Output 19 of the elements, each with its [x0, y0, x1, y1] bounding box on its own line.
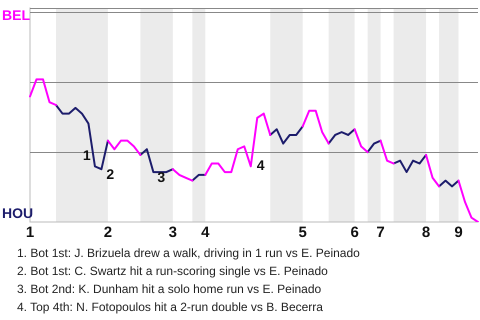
text: 2. Bot 1st: C. Swartz hit a run-scoring single vs E. Peinado — [17, 263, 329, 280]
x-tick-label: 9 — [454, 224, 463, 242]
x-tick-label: 2 — [104, 224, 112, 242]
x-tick-label: 6 — [350, 224, 359, 242]
text: 3. Bot 2nd: K. Dunham hit a solo home run vs E. Peinado — [17, 281, 322, 298]
x-tick-label: 8 — [422, 224, 430, 242]
x-tick-label: 3 — [168, 224, 178, 242]
annotation: 2 — [106, 166, 114, 182]
text: BEL — [2, 6, 30, 23]
x-tick-label: 5 — [298, 224, 307, 242]
annotation: 4 — [256, 157, 265, 174]
annotation: 1 — [82, 147, 91, 164]
x-tick-label: 1 — [26, 224, 34, 242]
text: 1. Bot 1st: J. Brizuela drew a walk, driving in 1 run vs E. Peinado — [17, 245, 361, 262]
x-tick-label: 4 — [201, 224, 210, 242]
x-tick-label: 7 — [376, 224, 385, 242]
annotation: 3 — [157, 168, 166, 185]
text: 4. Top 4th: N. Fotopoulos hit a 2-run double vs B. Becerra — [17, 299, 324, 316]
annotation: HOU — [2, 204, 34, 221]
